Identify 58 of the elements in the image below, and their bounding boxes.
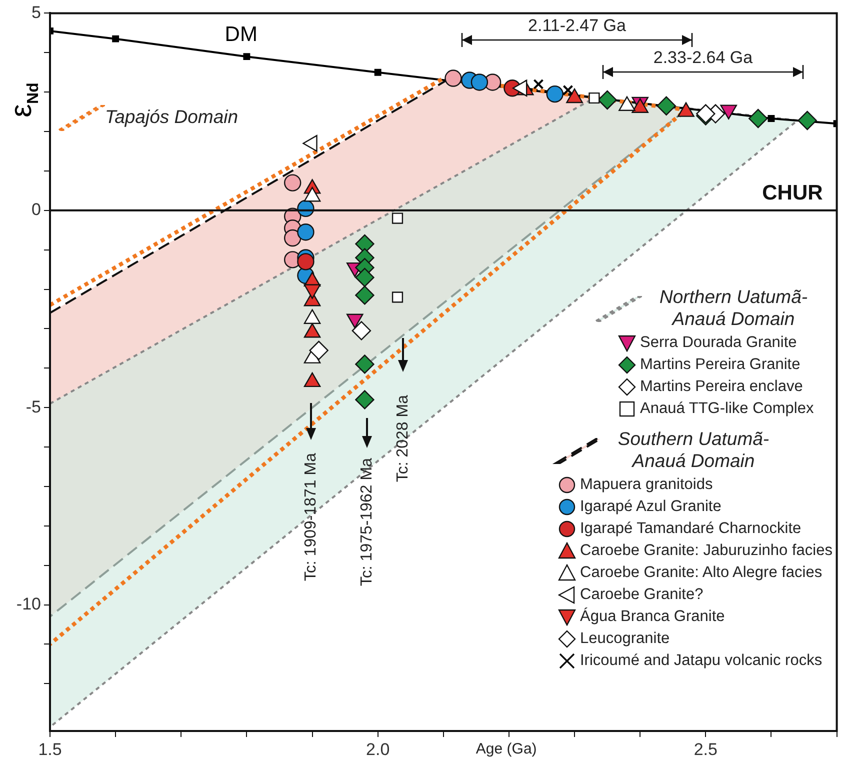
point [374, 68, 382, 76]
y-tick-label: 0 [32, 200, 41, 220]
point [562, 84, 574, 96]
legend-label: Caroebe Granite? [580, 586, 704, 604]
legend-label: Mapuera granitoids [580, 476, 713, 494]
x-tick-label: 1.5 [38, 740, 62, 759]
point [284, 174, 302, 192]
x-axis-title: Age (Ga) [476, 740, 537, 758]
legend-label: Igarapé Tamandaré Charnockite [580, 520, 802, 538]
point [243, 53, 250, 60]
annotation: Tc: 2028 Ma [394, 394, 412, 482]
point [352, 321, 372, 340]
legend-label: Tapajós Domain [105, 106, 238, 128]
y-tick-label: -10 [16, 594, 41, 614]
legend-label: Água Branca Granite [580, 608, 725, 626]
point [355, 268, 374, 288]
series-label: DM [224, 23, 258, 46]
y-tick-label: 5 [32, 2, 41, 22]
point [392, 292, 404, 303]
y-tick-label: -5 [26, 397, 41, 416]
point [112, 35, 120, 42]
point [588, 92, 600, 104]
legend-label: Anauá TTG-like Complex [640, 400, 814, 418]
legend-label: Martins Pereira enclave [640, 378, 803, 396]
annotation: 2.11-2.47 Ga [528, 16, 627, 36]
point [533, 78, 544, 90]
legend-label: Martins Pereira Granite [640, 356, 800, 374]
legend-label: Caroebe Granite: Jaburuzinho facies [580, 542, 832, 560]
point [470, 74, 488, 91]
point [284, 229, 302, 247]
point [355, 286, 374, 305]
annotation: 2.33-2.64 Ga [653, 48, 754, 68]
x-tick-label: 2.5 [694, 740, 718, 759]
legend-label: Caroebe Granite: Alto Alegre facies [580, 564, 822, 582]
x-tick-label: 2.0 [366, 740, 390, 759]
point [444, 70, 462, 87]
point [355, 354, 374, 374]
legend-label: Southern Uatumã-Anauá Domain [616, 428, 770, 472]
legend-label: Serra Dourada Granite [640, 334, 797, 352]
point [392, 212, 404, 224]
point [768, 115, 775, 122]
legend-label: Igarapé Azul Granite [580, 498, 722, 516]
point [309, 340, 328, 360]
ref-line-label: CHUR [762, 182, 823, 205]
point [656, 96, 676, 116]
legend-label: Northern Uatumã-Anauá Domain [658, 286, 809, 330]
point [696, 104, 716, 124]
annotation: Tc: 1975-1962 Ma [358, 458, 376, 586]
point [355, 390, 374, 410]
legend-label: Leucogranite [580, 630, 670, 648]
point [748, 108, 768, 128]
point [546, 85, 564, 103]
point [598, 90, 617, 110]
point [798, 110, 817, 130]
point [297, 253, 314, 270]
annotation: Tc: 1909-1871 Ma [302, 452, 320, 582]
legend-label: Iricoumé and Jatapu volcanic rocks [580, 652, 822, 670]
point [297, 223, 314, 241]
